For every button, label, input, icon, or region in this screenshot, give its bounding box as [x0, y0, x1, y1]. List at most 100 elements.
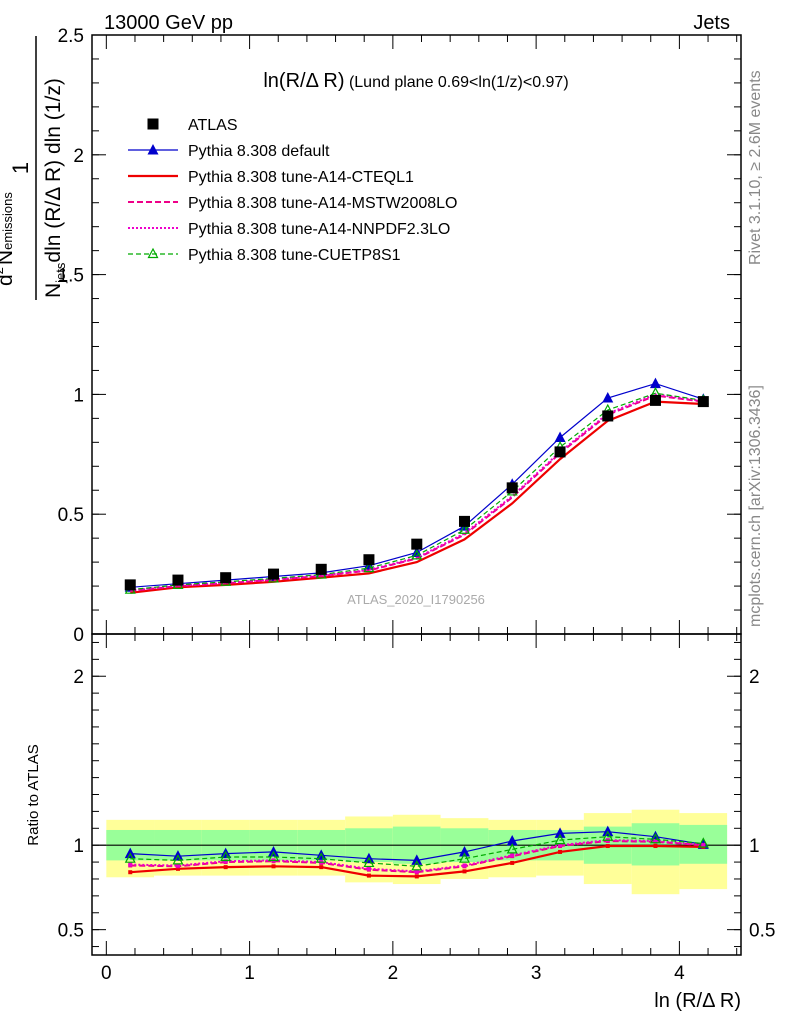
legend-marker	[147, 247, 159, 259]
legend-entry-data: ATLAS	[147, 117, 238, 134]
ylabel-denominator: Njetsdln (R/Δ R) dln (1/z)	[42, 78, 68, 298]
main-point-data	[697, 396, 709, 408]
ratio-point-cuetp8s1	[554, 833, 566, 845]
ratio-point-cuetp8s1	[315, 852, 327, 863]
ratio-point-nnpdf	[558, 843, 563, 848]
x-tick-label: 4	[674, 963, 685, 984]
legend-label: Pythia 8.308 tune-A14-NNPDF2.3LO	[188, 221, 450, 238]
main-panel-series	[124, 377, 709, 594]
rivet-label: Rivet 3.1.10, ≥ 2.6M events	[747, 70, 764, 265]
ratio-point-cteql1	[223, 865, 228, 870]
ratio-series-line-cuetp8s1	[130, 836, 704, 867]
ratio-point-nnpdf	[223, 859, 228, 864]
main-y-tick-label: 2	[73, 146, 84, 167]
legend-entry-cuetp8s1: Pythia 8.308 tune-CUETP8S1	[128, 247, 401, 264]
ratio-point-cteql1	[366, 873, 371, 878]
ratio-point-cuetp8s1	[363, 856, 375, 868]
legend-entry-default: Pythia 8.308 default	[128, 143, 330, 160]
legend: ATLAS Pythia 8.308 default Pythia 8.308 tu…	[128, 117, 457, 264]
ratio-y-tick-label-right: 2	[749, 667, 760, 688]
ratio-point-nnpdf	[701, 842, 706, 847]
ratio-point-cteql1	[175, 866, 180, 871]
header-left: 13000 GeV pp	[104, 12, 233, 34]
ratio-point-cuetp8s1	[172, 854, 184, 865]
ratio-y-tick-label: 0.5	[58, 921, 84, 942]
main-point-default	[649, 377, 661, 389]
ratio-point-cuetp8s1	[268, 850, 280, 862]
ratio-y-axis-label: Ratio to ATLAS	[25, 744, 42, 845]
ratio-point-cteql1	[605, 844, 610, 849]
ratio-point-cteql1	[319, 865, 324, 870]
ratio-point-cuetp8s1	[124, 852, 136, 863]
plot-title-suffix: (Lund plane 0.69<ln(1/z)<0.97)	[345, 74, 569, 91]
legend-entry-cteql1: Pythia 8.308 tune-A14-CTEQL1	[128, 169, 414, 186]
legend-entry-nnpdf: Pythia 8.308 tune-A14-NNPDF2.3LO	[128, 221, 450, 238]
ratio-point-default	[554, 827, 566, 838]
ratio-frame-rect	[91, 633, 742, 956]
legend-label: Pythia 8.308 tune-A14-MSTW2008LO	[188, 195, 457, 212]
ratio-point-nnpdf	[510, 853, 515, 858]
legend-label: Pythia 8.308 default	[188, 143, 330, 160]
ratio-point-default	[506, 834, 518, 846]
ylabel-one: 1	[8, 162, 33, 174]
ratio-point-cuetp8s1	[649, 832, 661, 844]
ratio-point-cteql1	[510, 860, 515, 865]
mcplots-label: mcplots.cern.ch [arXiv:1306.3436]	[747, 385, 764, 627]
main-y-tick-label: 0.5	[58, 505, 84, 526]
main-point-data	[411, 538, 423, 550]
plot-title: ln(R/Δ R) (Lund plane 0.69<ln(1/z)<0.97)	[263, 70, 568, 92]
main-y-tick-label: 0	[73, 625, 84, 646]
main-point-data	[554, 446, 566, 458]
ratio-y-tick-label: 2	[73, 667, 84, 688]
main-point-cuetp8s1	[411, 549, 423, 560]
main-y-axis-label: 1 Njetsdln (R/Δ R) dln (1/z) d2Nemission…	[0, 36, 68, 300]
x-tick-label: 2	[388, 963, 399, 984]
ratio-y-tick-label: 1	[73, 836, 84, 857]
ratio-point-cuetp8s1	[506, 843, 518, 854]
main-point-data	[458, 515, 470, 527]
ratio-point-cuetp8s1	[602, 830, 614, 841]
ratio-uncertainty-bands	[92, 809, 741, 895]
ratio-point-cuetp8s1	[411, 860, 423, 871]
ratio-panel-ticks: 0.5 0.5 1 1 2 2 0 1 2 3 4	[58, 634, 775, 984]
legend-marker	[147, 118, 159, 130]
ratio-point-cteql1	[462, 869, 467, 874]
main-panel-ticks: 0 0.5 1 1.5 2 2.5	[58, 26, 741, 646]
ratio-point-nnpdf	[175, 863, 180, 868]
main-point-data	[363, 554, 375, 566]
main-point-cuetp8s1	[458, 523, 470, 534]
main-point-default	[602, 391, 614, 403]
ratio-point-cuetp8s1	[697, 837, 709, 848]
main-y-tick-label: 2.5	[58, 26, 84, 47]
main-point-default	[554, 431, 566, 443]
main-point-data	[172, 574, 184, 586]
ratio-point-cuetp8s1	[220, 850, 232, 862]
main-point-data	[602, 410, 614, 422]
analysis-watermark: ATLAS_2020_I1790256	[347, 592, 485, 607]
ratio-point-nnpdf	[366, 866, 371, 871]
ratio-point-default	[411, 854, 423, 865]
ratio-point-cuetp8s1	[458, 852, 470, 863]
ratio-panel-frame	[91, 633, 742, 956]
main-point-data	[506, 482, 518, 494]
ylabel-numerator: d2Nemissions	[0, 192, 17, 286]
ratio-point-nnpdf	[128, 862, 133, 867]
ratio-point-cteql1	[558, 849, 563, 854]
ratio-point-cteql1	[653, 844, 658, 849]
ratio-y-tick-label-right: 1	[749, 836, 760, 857]
main-point-data	[220, 572, 232, 584]
ratio-point-nnpdf	[414, 869, 419, 874]
main-point-data	[124, 579, 136, 591]
main-y-tick-label: 1.5	[58, 266, 84, 287]
x-tick-label: 1	[244, 963, 255, 984]
legend-label: Pythia 8.308 tune-A14-CTEQL1	[188, 169, 414, 186]
main-point-data	[268, 568, 280, 580]
plot-title-main: ln(R/Δ R)	[263, 70, 344, 92]
legend-label: ATLAS	[188, 117, 238, 134]
ratio-point-nnpdf	[653, 838, 658, 843]
ratio-point-cteql1	[128, 870, 133, 875]
ratio-point-cteql1	[414, 874, 419, 879]
main-series-line-cuetp8s1	[130, 392, 704, 591]
main-y-tick-label: 1	[73, 385, 84, 406]
